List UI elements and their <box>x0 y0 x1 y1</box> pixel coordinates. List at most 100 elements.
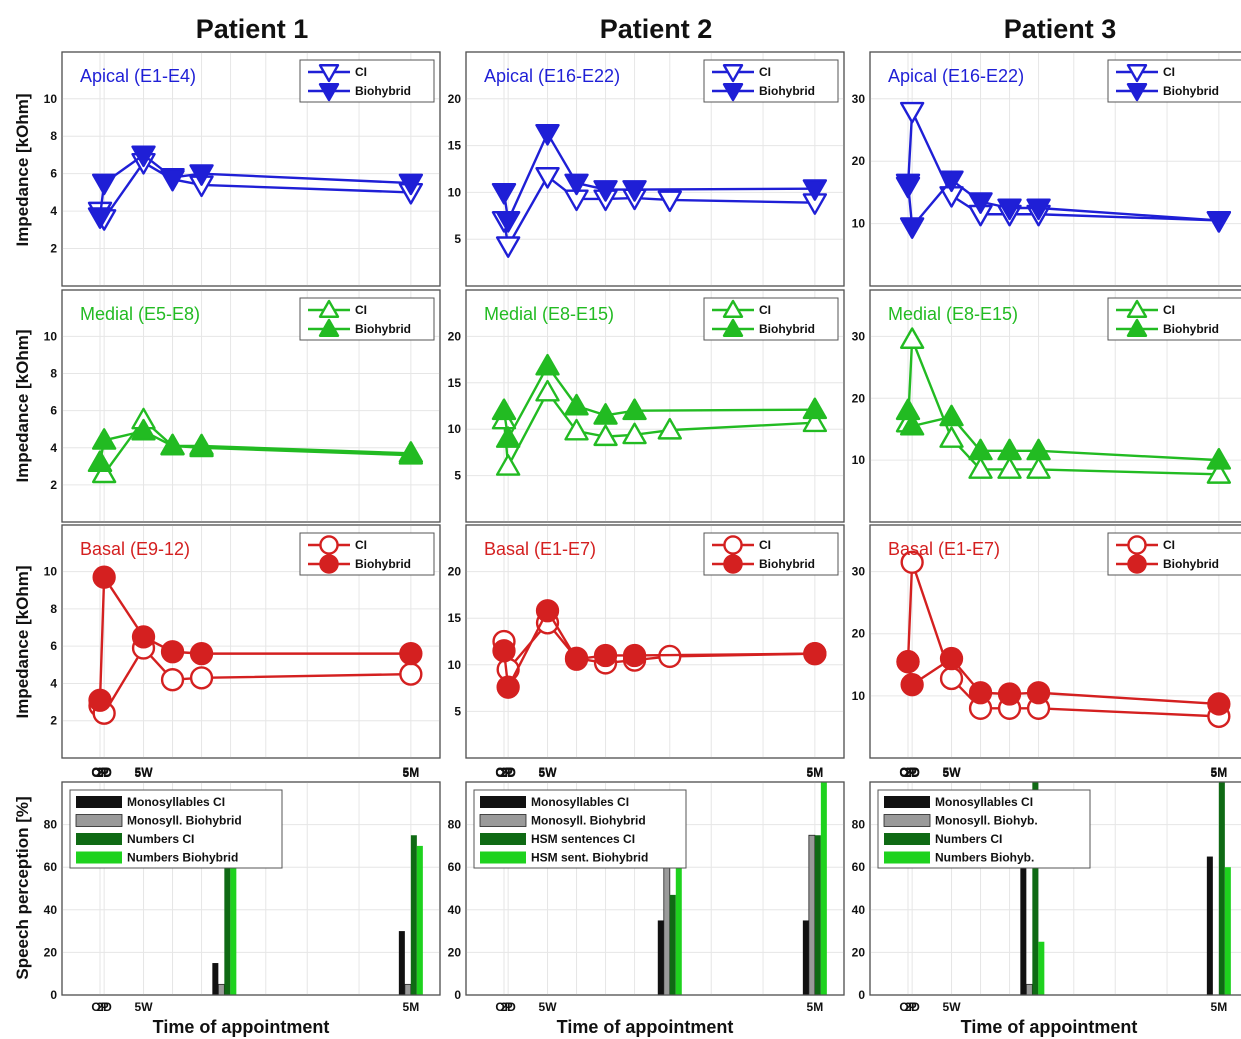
y-axis-label: Impedance [kOhm] <box>13 329 32 482</box>
x-axis-label: Time of appointment <box>557 1017 734 1037</box>
data-point <box>1126 318 1148 337</box>
legend-label: HSM sent. Biohybrid <box>531 851 648 865</box>
y-axis-label: Impedance [kOhm] <box>13 93 32 246</box>
data-point <box>899 101 925 124</box>
y-tick-label: 4 <box>50 676 57 690</box>
data-point <box>91 461 117 484</box>
y-tick-label: 0 <box>50 988 57 1002</box>
y-tick-label: 5 <box>454 469 461 483</box>
bar <box>814 835 821 995</box>
legend-swatch <box>883 814 931 827</box>
data-point <box>535 123 560 146</box>
data-point <box>399 641 423 666</box>
legend-swatch <box>480 851 526 864</box>
x-tick-label: 2D <box>96 765 112 779</box>
y-tick-label: 30 <box>852 565 866 579</box>
bar <box>224 824 231 995</box>
legend-label: HSM sentences CI <box>531 832 635 846</box>
x-tick-label: 2D <box>904 766 920 780</box>
plot-border <box>465 289 845 523</box>
plot-border <box>465 781 845 996</box>
y-tick-label: 10 <box>852 453 866 467</box>
y-tick-label: 80 <box>44 818 58 832</box>
data-point <box>657 417 682 440</box>
data-point <box>87 450 113 473</box>
panel-title: Medial (E8-E15) <box>888 304 1018 324</box>
x-tick-label: 5W <box>539 766 558 780</box>
data-point <box>802 179 828 201</box>
data-point <box>91 173 117 196</box>
data-point <box>622 180 647 202</box>
x-tick-label: 5W <box>135 765 154 779</box>
y-tick-label: 80 <box>852 818 866 832</box>
data-point <box>1206 462 1232 484</box>
y-tick-label: 10 <box>852 689 866 703</box>
legend: CI Biohybrid <box>1107 59 1241 103</box>
data-point <box>535 379 560 402</box>
legend-swatch <box>76 833 122 845</box>
x-tick-label: 5W <box>539 1000 558 1014</box>
legend-swatch <box>884 851 930 864</box>
data-point <box>968 438 993 461</box>
legend: CI Biohybrid <box>703 59 839 103</box>
x-tick-label: 5M <box>1211 1000 1228 1014</box>
x-tick-label: 2D <box>500 1000 516 1014</box>
data-point <box>939 404 964 427</box>
legend-label: Monosyll. Biohybrid <box>127 814 242 828</box>
data-point <box>319 554 339 574</box>
data-point <box>496 675 520 699</box>
bar <box>212 963 219 995</box>
legend: Monosyllables CI Monosyll. Biohybrid HSM s… <box>473 789 687 869</box>
y-tick-label: 60 <box>852 860 866 874</box>
bar <box>230 867 237 995</box>
y-tick-label: 10 <box>852 217 866 231</box>
data-point <box>1126 299 1148 318</box>
data-point <box>564 418 589 441</box>
data-point <box>492 639 516 663</box>
data-point <box>723 535 743 555</box>
impedance-panel-medial: 2 4 6 8 10 Medial (E5-E8) CI Biohybrid <box>44 289 441 523</box>
data-point <box>593 643 618 668</box>
impedance-panel-medial: 10 20 30 Medial (E8-E15) CI Biohybrid <box>852 289 1241 523</box>
data-point <box>1207 692 1231 716</box>
data-point <box>997 457 1022 479</box>
x-tick-label: 5W <box>943 1000 962 1014</box>
x-tick-label: OP <box>495 1000 512 1014</box>
y-tick-label: 2 <box>50 478 57 492</box>
legend-swatch <box>884 796 930 808</box>
data-point <box>318 64 340 83</box>
y-tick-label: 10 <box>44 565 58 579</box>
legend: CI Biohybrid <box>703 532 839 576</box>
y-tick-label: 0 <box>858 988 865 1002</box>
data-point <box>189 164 214 186</box>
y-tick-label: 4 <box>50 441 57 455</box>
x-tick-label: 5M <box>1211 766 1228 780</box>
bar <box>1038 941 1045 995</box>
legend-label: Numbers Biohybrid <box>127 851 238 865</box>
legend-label: Biohybrid <box>759 322 815 336</box>
x-tick-label: 2D <box>500 766 516 780</box>
legend-label: CI <box>355 538 367 552</box>
data-point <box>92 565 116 589</box>
legend-label: Monosyllables CI <box>531 795 629 809</box>
bar <box>217 983 225 996</box>
plot-border <box>869 51 1241 287</box>
y-tick-label: 2 <box>50 714 57 728</box>
legend-label: CI <box>759 538 771 552</box>
data-point <box>189 666 214 690</box>
data-point <box>1126 64 1148 83</box>
data-point <box>896 650 920 674</box>
panel-title: Basal (E1-E7) <box>484 539 596 559</box>
data-point <box>997 198 1022 221</box>
data-point <box>131 625 156 649</box>
legend-label: CI <box>1163 303 1175 317</box>
y-tick-label: 30 <box>852 329 866 343</box>
data-point <box>939 666 964 691</box>
panel-title: Basal (E9-12) <box>80 539 190 559</box>
bar <box>1218 782 1225 995</box>
y-tick-label: 20 <box>448 565 462 579</box>
data-point <box>997 438 1022 461</box>
data-point <box>968 681 993 705</box>
plot-border <box>61 51 441 287</box>
x-tick-label: OP <box>91 765 108 779</box>
